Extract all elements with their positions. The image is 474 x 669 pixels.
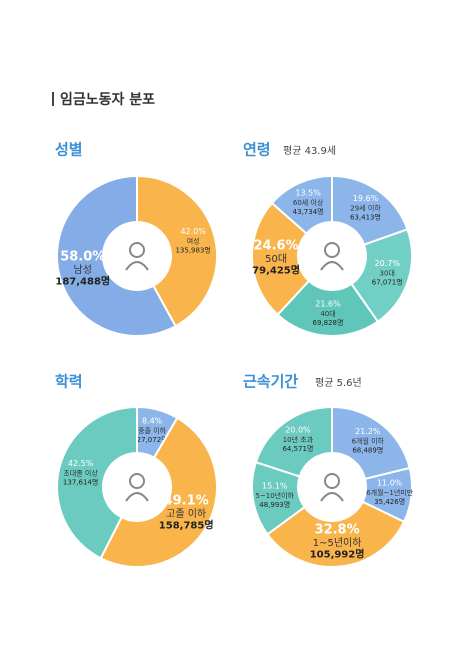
icon bbox=[125, 261, 149, 271]
count-label: 43,734명 bbox=[293, 207, 324, 216]
slice bbox=[56, 174, 177, 337]
chart-title: 연령 bbox=[243, 141, 271, 159]
icon bbox=[320, 261, 344, 271]
chart-title: 근속기간 bbox=[243, 373, 298, 391]
value-label: 32.8% bbox=[315, 522, 360, 537]
category-label: 6개월 이하 bbox=[352, 436, 385, 445]
slice bbox=[56, 405, 138, 560]
chart-title: 성별 bbox=[55, 141, 83, 159]
count-label: 27,072명 bbox=[137, 435, 168, 444]
slice bbox=[266, 500, 406, 568]
value-label: 21.6% bbox=[315, 299, 341, 308]
count-label: 48,993명 bbox=[259, 500, 290, 509]
icon bbox=[324, 242, 340, 258]
icon bbox=[129, 473, 145, 489]
count-label: 158,785명 bbox=[159, 519, 214, 532]
value-label: 49.1% bbox=[164, 493, 209, 508]
count-label: 35,426명 bbox=[374, 497, 405, 506]
value-label: 20.7% bbox=[375, 259, 401, 268]
count-label: 68,489명 bbox=[352, 445, 383, 454]
chart-title: 학력 bbox=[55, 373, 83, 391]
value-label: 19.6% bbox=[353, 194, 379, 203]
value-label: 42.0% bbox=[180, 227, 206, 236]
category-label: 고졸 이하 bbox=[166, 507, 206, 520]
category-label: 남성 bbox=[74, 264, 92, 276]
count-label: 79,425명 bbox=[252, 264, 300, 277]
title-bar bbox=[52, 92, 54, 106]
slice bbox=[99, 416, 218, 568]
category-label: 10년 초과 bbox=[283, 435, 314, 444]
category-label: 29세 이하 bbox=[350, 204, 381, 213]
value-label: 15.1% bbox=[262, 482, 288, 491]
value-label: 8.4% bbox=[142, 417, 163, 426]
count-label: 63,413명 bbox=[350, 213, 381, 222]
value-label: 11.0% bbox=[377, 479, 403, 488]
count-label: 67,071명 bbox=[372, 278, 403, 287]
slice bbox=[270, 174, 333, 235]
count-label: 187,488명 bbox=[55, 275, 110, 288]
page-title: 임금노동자 분포 bbox=[60, 92, 155, 108]
category-label: 60세 이상 bbox=[293, 198, 324, 207]
slice bbox=[276, 279, 380, 337]
slice bbox=[251, 201, 311, 317]
chart-subtitle: 평균 5.6년 bbox=[315, 377, 362, 389]
chart-subtitle: 평균 43.9세 bbox=[283, 145, 336, 157]
value-label: 21.2% bbox=[355, 427, 381, 436]
icon bbox=[125, 492, 149, 502]
count-label: 105,992명 bbox=[310, 547, 365, 560]
count-label: 64,571명 bbox=[282, 444, 313, 453]
slice bbox=[136, 174, 218, 328]
value-label: 24.6% bbox=[254, 238, 299, 253]
category-label: 50대 bbox=[265, 253, 287, 265]
category-label: 여성 bbox=[187, 237, 200, 246]
value-label: 58.0% bbox=[60, 249, 105, 264]
category-label: 5~10년이하 bbox=[255, 491, 294, 500]
category-label: 초대졸 이상 bbox=[63, 468, 98, 477]
count-label: 69,828명 bbox=[313, 318, 344, 327]
icon bbox=[129, 242, 145, 258]
value-label: 42.5% bbox=[68, 459, 94, 468]
icon bbox=[320, 492, 344, 502]
category-label: 중졸 이하 bbox=[138, 426, 167, 435]
icon bbox=[324, 473, 340, 489]
category-label: 6개월~1년미만 bbox=[366, 488, 414, 497]
value-label: 13.5% bbox=[295, 189, 321, 198]
slice bbox=[331, 405, 411, 481]
count-label: 135,983명 bbox=[175, 246, 210, 255]
category-label: 1~5년이하 bbox=[313, 536, 362, 549]
slice bbox=[254, 405, 333, 478]
category-label: 40대 bbox=[320, 310, 335, 318]
slice bbox=[331, 174, 409, 246]
value-label: 20.0% bbox=[285, 426, 311, 435]
count-label: 137,614명 bbox=[63, 477, 98, 486]
category-label: 30대 bbox=[380, 270, 395, 278]
